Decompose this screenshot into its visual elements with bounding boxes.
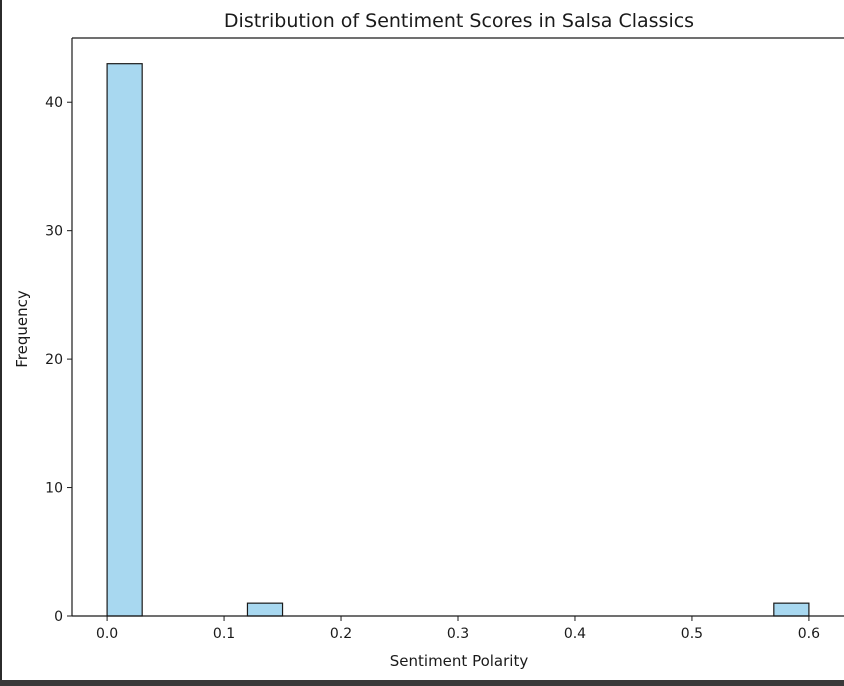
x-ticks-group: 0.0 0.1 0.2 0.3 0.4 0.5 0.6: [96, 616, 820, 642]
x-tick-label: 0.0: [96, 626, 118, 642]
chart-title: Distribution of Sentiment Scores in Sals…: [224, 10, 694, 32]
y-tick-label: 40: [45, 95, 63, 111]
x-tick-label: 0.1: [213, 626, 235, 642]
x-tick-label: 0.5: [681, 626, 703, 642]
y-tick-label: 20: [45, 352, 63, 368]
bottom-border-bar: [0, 680, 844, 686]
x-axis-label: Sentiment Polarity: [390, 652, 529, 670]
histogram-bar-3: [773, 602, 810, 617]
x-tick-label: 0.3: [447, 626, 469, 642]
x-tick-label: 0.2: [330, 626, 352, 642]
bars-group: [106, 63, 810, 617]
y-ticks-group: 0 10 20 30 40: [45, 95, 72, 625]
y-tick-label: 30: [45, 224, 63, 240]
histogram-bar-2: [246, 602, 284, 617]
y-axis-label: Frequency: [13, 290, 31, 368]
y-tick-label: 0: [54, 609, 63, 625]
x-tick-label: 0.6: [798, 626, 820, 642]
histogram-bar-1: [106, 63, 143, 617]
y-tick-label: 10: [45, 481, 63, 497]
x-tick-label: 0.4: [564, 626, 586, 642]
